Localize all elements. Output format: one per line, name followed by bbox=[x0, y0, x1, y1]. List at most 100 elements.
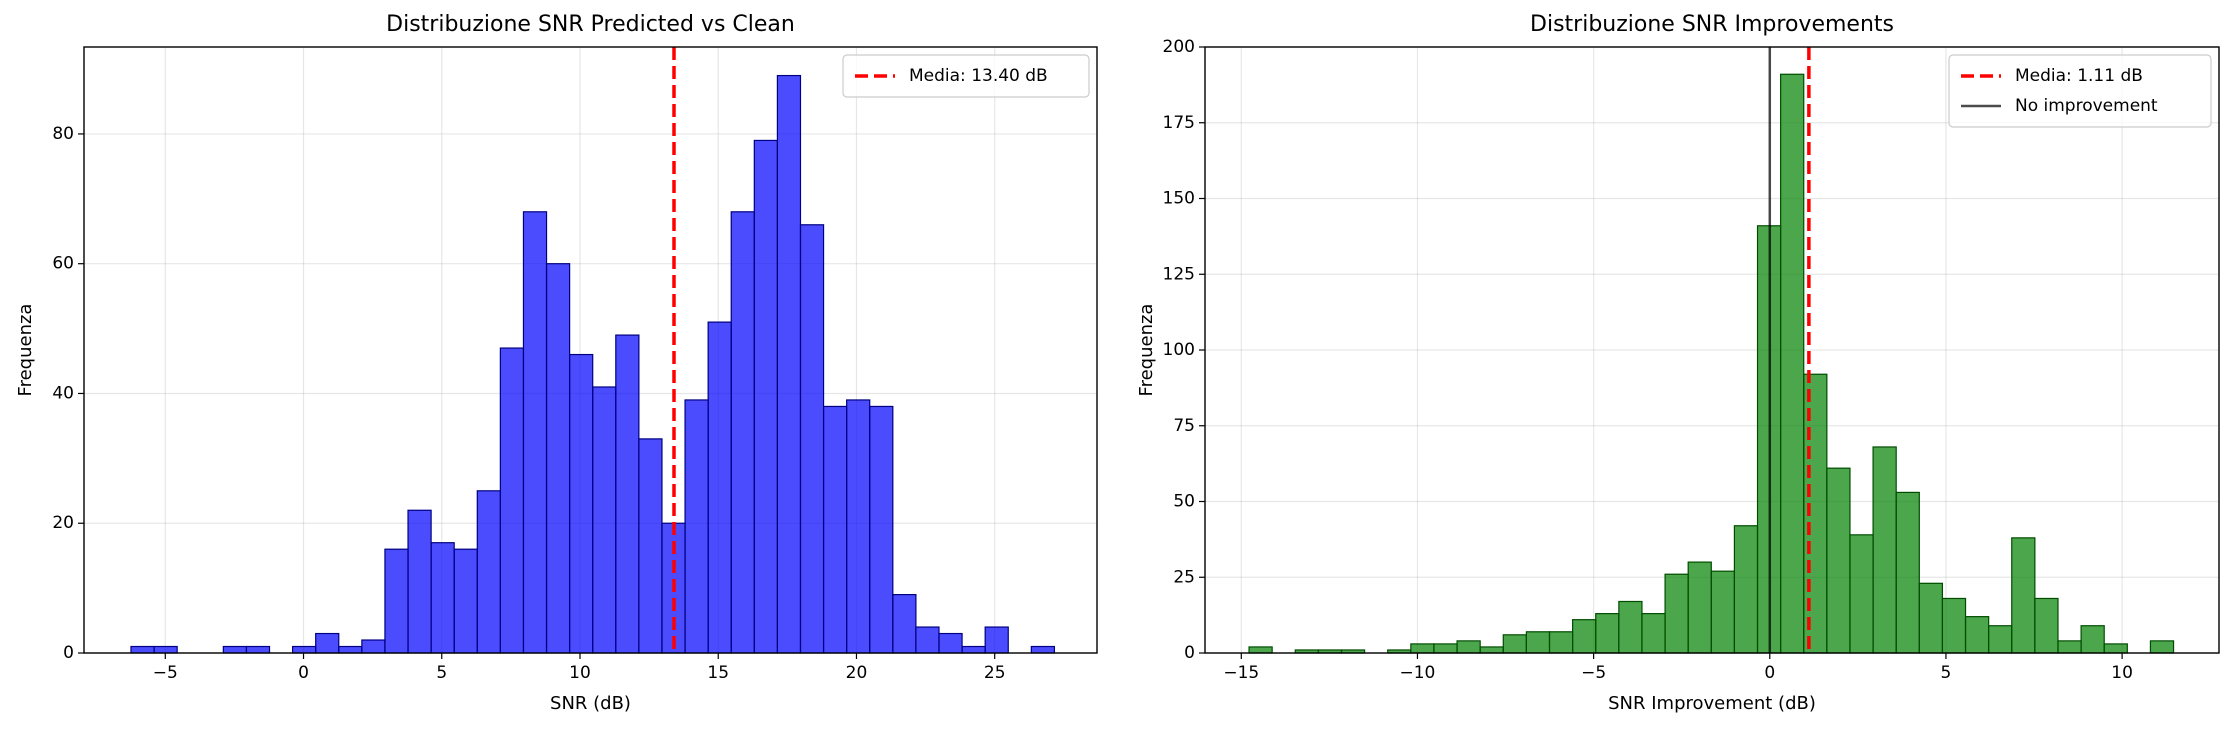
bar bbox=[1248, 646, 1273, 654]
y-tick-label: 125 bbox=[1163, 264, 1195, 284]
bar bbox=[453, 548, 478, 654]
bar bbox=[684, 399, 709, 654]
legend-box bbox=[1948, 54, 2212, 128]
bar bbox=[222, 645, 248, 654]
x-tick-label: 0 bbox=[1764, 663, 1775, 683]
bar bbox=[2103, 643, 2128, 654]
bar bbox=[892, 594, 917, 654]
bar bbox=[1780, 73, 1805, 654]
bar bbox=[315, 632, 340, 654]
bar bbox=[799, 224, 825, 654]
bar bbox=[915, 626, 940, 654]
bar bbox=[1548, 631, 1574, 654]
bar bbox=[361, 639, 386, 654]
bar bbox=[338, 645, 363, 654]
y-tick-label: 80 bbox=[52, 124, 74, 144]
y-axis-label: Frequenza bbox=[15, 304, 36, 397]
x-tick-label: 10 bbox=[569, 663, 591, 683]
bar bbox=[430, 542, 455, 654]
bar bbox=[1433, 643, 1458, 654]
bar bbox=[1872, 446, 1897, 654]
bar bbox=[592, 386, 617, 654]
legend-box bbox=[842, 54, 1090, 98]
bar bbox=[846, 399, 871, 654]
bar bbox=[1525, 631, 1551, 654]
x-tick-label: −5 bbox=[1581, 663, 1606, 683]
plot-frame bbox=[83, 46, 1098, 654]
x-tick-label: 10 bbox=[2111, 663, 2133, 683]
bar bbox=[1410, 643, 1435, 654]
plot-frame bbox=[1204, 46, 2220, 654]
bar bbox=[1641, 613, 1666, 654]
x-tick-label: 5 bbox=[436, 663, 447, 683]
bar bbox=[1964, 616, 1990, 654]
bar bbox=[1502, 634, 1527, 654]
bar bbox=[1849, 534, 1874, 654]
bar bbox=[1479, 646, 1504, 654]
y-tick-label: 75 bbox=[1173, 416, 1195, 436]
bar bbox=[822, 405, 848, 654]
bar bbox=[869, 405, 894, 654]
x-tick-label: 25 bbox=[984, 663, 1006, 683]
bar bbox=[545, 263, 571, 654]
bar bbox=[638, 438, 663, 654]
bar bbox=[961, 645, 986, 654]
bar bbox=[1572, 619, 1597, 654]
bar bbox=[707, 321, 732, 654]
y-tick-label: 40 bbox=[52, 383, 74, 403]
bar bbox=[407, 509, 432, 654]
bar bbox=[499, 347, 525, 654]
bar bbox=[2011, 537, 2036, 654]
x-tick-label: 20 bbox=[846, 663, 868, 683]
x-tick-label: 0 bbox=[298, 663, 309, 683]
bar bbox=[522, 211, 548, 654]
bar bbox=[776, 74, 802, 654]
bar bbox=[1941, 597, 1967, 654]
bar bbox=[130, 645, 155, 654]
y-tick-label: 150 bbox=[1163, 189, 1195, 209]
y-tick-label: 0 bbox=[63, 643, 74, 663]
y-tick-label: 20 bbox=[52, 513, 74, 533]
bar bbox=[1988, 625, 2013, 654]
bar bbox=[1030, 645, 1056, 654]
bar bbox=[476, 490, 501, 654]
y-axis-label: Frequenza bbox=[1136, 304, 1157, 397]
bar bbox=[1664, 573, 1689, 654]
bar bbox=[1687, 561, 1712, 654]
bar bbox=[1918, 582, 1944, 654]
bar bbox=[1456, 640, 1481, 654]
y-tick-label: 0 bbox=[1184, 643, 1195, 663]
chart-title: Distribuzione SNR Predicted vs Clean bbox=[386, 12, 795, 37]
bar bbox=[938, 632, 963, 654]
x-axis-label: SNR Improvement (dB) bbox=[1608, 693, 1816, 714]
bar bbox=[569, 353, 594, 654]
bar bbox=[291, 645, 317, 654]
bar bbox=[2149, 640, 2175, 654]
bar bbox=[1618, 600, 1643, 654]
bar bbox=[730, 211, 755, 654]
y-tick-label: 25 bbox=[1173, 567, 1195, 587]
x-tick-label: −10 bbox=[1400, 663, 1436, 683]
bar bbox=[984, 626, 1009, 654]
x-axis-label: SNR (dB) bbox=[550, 693, 631, 714]
y-tick-label: 60 bbox=[52, 254, 74, 274]
x-tick-label: −5 bbox=[153, 663, 178, 683]
legend-label: No improvement bbox=[2015, 96, 2158, 116]
bar bbox=[384, 548, 409, 654]
bar bbox=[1826, 467, 1851, 654]
bar bbox=[245, 645, 271, 654]
bar bbox=[1733, 525, 1759, 654]
bar bbox=[2057, 640, 2082, 654]
bar bbox=[2034, 597, 2059, 654]
x-tick-label: 15 bbox=[707, 663, 729, 683]
y-tick-label: 175 bbox=[1163, 113, 1195, 133]
bar bbox=[2080, 625, 2105, 654]
bar bbox=[753, 139, 778, 654]
bar bbox=[1895, 491, 1920, 654]
x-tick-label: −15 bbox=[1223, 663, 1259, 683]
chart-title: Distribuzione SNR Improvements bbox=[1530, 12, 1894, 37]
y-tick-label: 100 bbox=[1163, 340, 1195, 360]
x-tick-label: 5 bbox=[1941, 663, 1952, 683]
legend-label: Media: 13.40 dB bbox=[909, 66, 1048, 86]
